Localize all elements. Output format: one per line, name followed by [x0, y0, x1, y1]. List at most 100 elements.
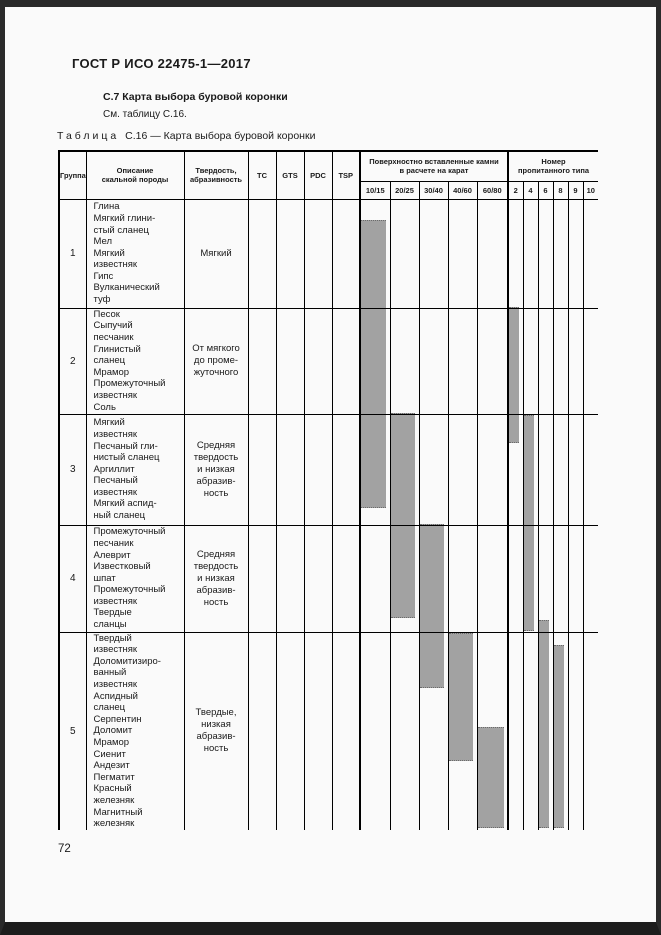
chart-cell	[331, 524, 361, 633]
chart-cell	[522, 198, 539, 309]
chart-cell	[389, 413, 420, 526]
chart-cell	[447, 524, 478, 633]
table-row-group-2: 2 Песок Сыпучий песчаник Глинистый слане…	[58, 307, 598, 415]
chart-cell	[247, 307, 277, 415]
chart-cell	[507, 198, 524, 309]
chart-cell	[447, 198, 478, 309]
chart-cell	[447, 631, 478, 830]
chart-cell	[552, 524, 569, 633]
col-header-impregnated-group: Номер пропитанного типа	[506, 150, 598, 182]
chart-cell	[331, 413, 361, 526]
description-cell: Мягкий известняк Песчаный гли- нистый сл…	[85, 413, 185, 526]
table-caption: Таблица С.16 — Карта выбора буровой корон…	[57, 130, 315, 142]
col-header-pdc: PDC	[303, 150, 333, 200]
chart-cell	[359, 307, 391, 415]
chart-cell	[582, 198, 598, 309]
table-row-group-4: 4 Промежуточный песчаник Алеврит Известк…	[58, 524, 598, 633]
chart-cell	[476, 631, 509, 830]
chart-cell	[331, 198, 361, 309]
chart-cell	[552, 631, 569, 830]
hardness-cell: Средняя твердость и низкая абразив- ност…	[183, 524, 249, 633]
chart-cell	[537, 524, 554, 633]
group-cell: 3	[58, 413, 87, 526]
chart-cell	[567, 307, 584, 415]
col-header-hardness: Твердость, абразивность	[183, 150, 249, 200]
chart-cell	[507, 524, 524, 633]
chart-cell	[476, 413, 509, 526]
chart-cell	[507, 307, 524, 415]
table-row-group-3: 3 Мягкий известняк Песчаный гли- нистый …	[58, 413, 598, 526]
chart-cell	[582, 631, 598, 830]
chart-cell	[247, 524, 277, 633]
chart-cell	[418, 198, 449, 309]
chart-cell	[476, 524, 509, 633]
chart-cell	[582, 413, 598, 526]
chart-cell	[522, 631, 539, 830]
chart-cell	[389, 631, 420, 830]
col-header-type-8: 8	[552, 180, 569, 200]
group-cell: 2	[58, 307, 87, 415]
table-c16: Группа Описание скальной породы Твердост…	[58, 150, 598, 830]
chart-cell	[507, 413, 524, 526]
col-header-tc: TC	[247, 150, 277, 200]
chart-cell	[537, 198, 554, 309]
hardness-cell: Твердые, низкая абразив- ность	[183, 631, 249, 830]
document-number: ГОСТ Р ИСО 22475-1—2017	[72, 56, 251, 71]
chart-cell	[552, 413, 569, 526]
chart-cell	[552, 198, 569, 309]
col-header-type-2: 2	[507, 180, 524, 200]
chart-cell	[389, 524, 420, 633]
chart-cell	[537, 307, 554, 415]
chart-cell	[275, 631, 305, 830]
chart-cell	[522, 413, 539, 526]
description-cell: Глина Мягкий глини- стый сланец Мел Мягк…	[85, 198, 185, 309]
chart-cell	[567, 198, 584, 309]
chart-cell	[359, 631, 391, 830]
chart-cell	[359, 198, 391, 309]
chart-cell	[303, 307, 333, 415]
chart-cell	[275, 307, 305, 415]
chart-cell	[476, 307, 509, 415]
chart-cell	[418, 413, 449, 526]
col-header-surface-set-group: Поверхностно вставленные камни в расчете…	[359, 150, 509, 182]
col-header-group: Группа	[58, 150, 87, 200]
description-cell: Твердый известняк Доломитизиро- ванный и…	[85, 631, 185, 830]
chart-cell	[275, 198, 305, 309]
table-row-group-1: 1 Глина Мягкий глини- стый сланец Мел Мя…	[58, 198, 598, 309]
chart-cell	[247, 631, 277, 830]
group-cell: 5	[58, 631, 87, 830]
chart-cell	[418, 631, 449, 830]
chart-cell	[582, 307, 598, 415]
hardness-cell: Средняя твердость и низкая абразив- ност…	[183, 413, 249, 526]
col-header-type-9: 9	[567, 180, 584, 200]
page-number: 72	[58, 843, 71, 855]
chart-cell	[389, 307, 420, 415]
col-header-10-15: 10/15	[359, 180, 391, 200]
description-cell: Песок Сыпучий песчаник Глинистый сланец …	[85, 307, 185, 415]
col-header-30-40: 30/40	[418, 180, 449, 200]
chart-cell	[522, 307, 539, 415]
group-cell: 1	[58, 198, 87, 309]
chart-cell	[275, 413, 305, 526]
chart-cell	[275, 524, 305, 633]
chart-cell	[359, 413, 391, 526]
chart-cell	[522, 524, 539, 633]
chart-cell	[418, 524, 449, 633]
col-header-60-80: 60/80	[476, 180, 509, 200]
see-note: См. таблицу С.16.	[103, 109, 187, 120]
table-row-group-5: 5 Твердый известняк Доломитизиро- ванный…	[58, 631, 598, 830]
table-caption-label: Таблица	[57, 130, 120, 142]
header-row-1: Группа Описание скальной породы Твердост…	[58, 150, 598, 200]
header-row-2: 10/15 20/25 30/40 40/60 60/80 2 4 6 8 9 …	[59, 180, 598, 200]
col-header-description: Описание скальной породы	[85, 150, 185, 200]
chart-cell	[447, 307, 478, 415]
col-header-type-6: 6	[537, 180, 554, 200]
chart-cell	[567, 524, 584, 633]
hardness-cell: Мягкий	[183, 198, 249, 309]
chart-cell	[418, 307, 449, 415]
hardness-cell: От мягкого до проме- жуточного	[183, 307, 249, 415]
col-header-40-60: 40/60	[447, 180, 478, 200]
chart-cell	[567, 413, 584, 526]
col-header-gts: GTS	[275, 150, 305, 200]
